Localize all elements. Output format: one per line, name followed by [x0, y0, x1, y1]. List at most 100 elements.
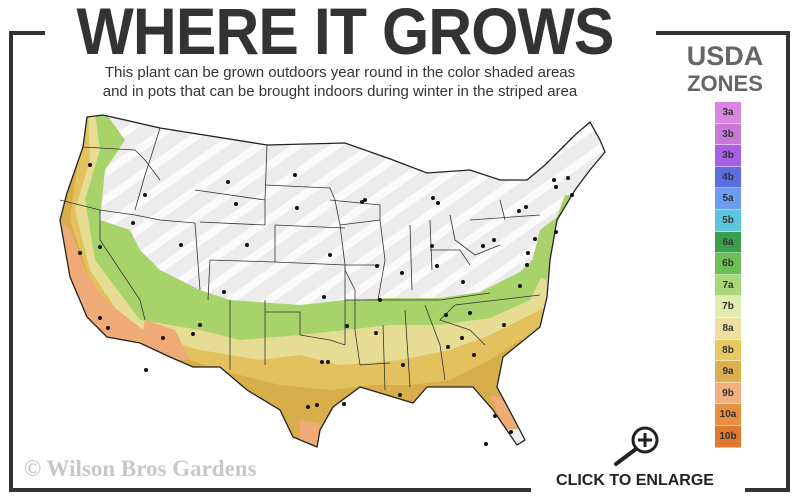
city-dot	[430, 244, 434, 248]
state-border	[469, 214, 541, 221]
legend-zone-7a: 7a	[715, 274, 741, 297]
legend-zone-9b: 9b	[715, 382, 741, 405]
state-border	[409, 224, 413, 291]
state-border	[329, 187, 341, 226]
legend-zone-5b: 5b	[715, 209, 741, 232]
state-border	[424, 304, 446, 381]
click-to-enlarge-button[interactable]: CLICK TO ENLARGE	[556, 472, 714, 489]
page-title: WHERE IT GROWS	[76, 0, 615, 68]
state-border	[439, 294, 541, 346]
state-border	[339, 224, 346, 266]
legend-zone-10a: 10a	[715, 404, 741, 426]
city-dot	[400, 271, 404, 275]
city-dot	[436, 201, 440, 205]
city-dot	[226, 180, 230, 184]
city-dot	[431, 196, 435, 200]
subtitle-line-1: This plant can be grown outdoors year ro…	[104, 64, 576, 81]
state-border	[265, 311, 301, 335]
state-border	[134, 214, 196, 224]
city-dot	[502, 323, 506, 327]
city-dot	[435, 264, 439, 268]
state-border	[430, 249, 471, 266]
state-border	[274, 224, 346, 229]
city-dot	[342, 402, 346, 406]
city-dot	[131, 221, 135, 225]
legend-zone-4b: 4b	[715, 166, 741, 189]
city-dot	[398, 393, 402, 397]
city-dot	[322, 295, 326, 299]
city-dot	[360, 200, 364, 204]
magnifier-plus-icon[interactable]	[608, 424, 668, 468]
subtitle-line-2: and in pots that can be brought indoors …	[102, 83, 578, 100]
city-dots	[78, 163, 574, 446]
state-border	[449, 214, 501, 256]
city-dot	[524, 205, 528, 209]
city-dot	[552, 178, 556, 182]
state-border	[99, 210, 146, 321]
legend-zone-3b: 3b	[715, 145, 741, 167]
state-borders	[59, 127, 541, 391]
zone-legend: 3a 3b 3b 4b 5a 5b 6a 6b 7a 7b 8a 8b 9a 9b 10a 10b	[715, 102, 741, 448]
city-dot	[461, 280, 465, 284]
legend-zone-9a: 9a	[715, 361, 741, 383]
city-dot	[345, 324, 349, 328]
city-dot	[374, 331, 378, 335]
city-dot	[326, 360, 330, 364]
city-dot	[98, 245, 102, 249]
city-dot	[179, 243, 183, 247]
zone-9b-fl	[490, 395, 520, 430]
city-dot	[328, 253, 332, 257]
zone-10-fl-tip	[505, 428, 530, 447]
city-dot	[517, 209, 521, 213]
city-dot	[446, 345, 450, 349]
legend-zone-3a: 3a	[715, 102, 741, 124]
city-dot	[295, 206, 299, 210]
city-dot	[234, 202, 238, 206]
city-dot	[509, 430, 513, 434]
state-border	[82, 146, 161, 181]
city-dot	[222, 290, 226, 294]
city-dot	[378, 298, 382, 302]
state-border	[194, 189, 266, 226]
city-dot	[375, 264, 379, 268]
city-dot	[363, 198, 367, 202]
city-dot	[293, 173, 297, 177]
map-fill	[60, 115, 605, 447]
state-border	[264, 184, 331, 189]
city-dot	[468, 311, 472, 315]
city-dot	[320, 360, 324, 364]
city-dot	[401, 363, 405, 367]
state-border	[377, 219, 386, 301]
legend-zone-8b: 8b	[715, 339, 741, 362]
city-dot	[98, 316, 102, 320]
frame-top-right	[656, 31, 790, 35]
legend-zone-8a: 8a	[715, 317, 741, 340]
legend-title-usda: USDA	[686, 41, 764, 71]
legend-zone-7b: 7b	[715, 296, 741, 318]
state-border	[499, 199, 506, 221]
state-border	[344, 269, 361, 366]
city-dot	[161, 336, 165, 340]
city-dot	[460, 336, 464, 340]
city-dot	[554, 230, 558, 234]
state-border	[345, 292, 491, 301]
state-border	[194, 222, 201, 291]
frame-top-left	[9, 31, 45, 35]
city-dot	[315, 403, 319, 407]
city-dot	[78, 251, 82, 255]
city-dot	[492, 238, 496, 242]
frame-bottom-left	[9, 488, 531, 492]
watermark: © Wilson Bros Gardens	[24, 456, 257, 481]
city-dot	[143, 193, 147, 197]
state-border	[382, 324, 386, 391]
city-dot	[88, 163, 92, 167]
city-dot	[526, 251, 530, 255]
city-dot	[570, 193, 574, 197]
city-dot	[191, 332, 195, 336]
state-border	[299, 334, 346, 346]
legend-zone-5a: 5a	[715, 188, 741, 210]
city-dot	[484, 442, 488, 446]
frame-right	[786, 31, 790, 492]
